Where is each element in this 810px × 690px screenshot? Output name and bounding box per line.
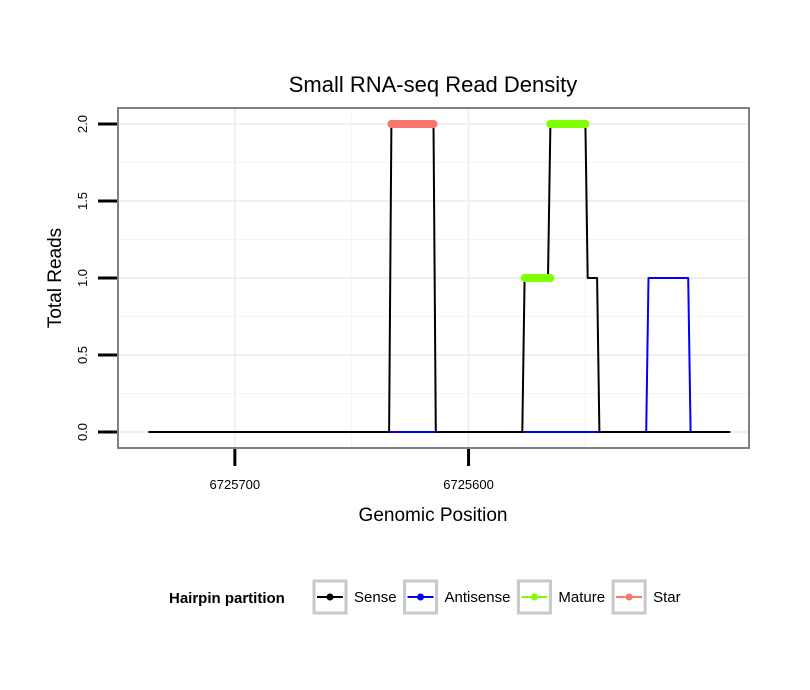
legend-key-point — [417, 593, 425, 601]
legend-entry-mature: Mature — [516, 579, 605, 615]
axes-layer: 0.0 0.5 1.0 1.5 2.0 6725700 6725600 — [75, 115, 494, 492]
x-tick-label: 6725700 — [210, 477, 261, 492]
y-tick-label: 1.5 — [75, 192, 90, 210]
panel-border — [117, 107, 750, 449]
legend-title: Hairpin partition — [169, 590, 285, 607]
y-tick-label: 2.0 — [75, 115, 90, 133]
legend-key-point — [326, 593, 334, 601]
legend-label: Sense — [354, 589, 397, 606]
legend-label: Star — [653, 589, 681, 606]
y-tick-label: 1.0 — [75, 269, 90, 287]
legend-key-point — [625, 593, 633, 601]
legend-entry-antisense: Antisense — [403, 579, 511, 615]
x-axis-title: Genomic Position — [359, 505, 508, 526]
legend-entries: Sense Antisense Mature Star — [312, 579, 681, 615]
legend-entry-star: Star — [611, 579, 681, 615]
legend-entry-sense: Sense — [312, 579, 397, 615]
legend: Hairpin partition Sense Antisense Mature St… — [169, 579, 681, 615]
chart-title: Small RNA-seq Read Density — [289, 72, 578, 97]
x-tick-label: 6725600 — [443, 477, 494, 492]
legend-key-point — [530, 593, 538, 601]
y-tick-label: 0.0 — [75, 423, 90, 441]
y-tick-label: 0.5 — [75, 346, 90, 364]
y-axis-title: Total Reads — [45, 228, 66, 328]
series-layer — [148, 120, 731, 433]
legend-label: Antisense — [445, 589, 511, 606]
legend-label: Mature — [558, 589, 605, 606]
